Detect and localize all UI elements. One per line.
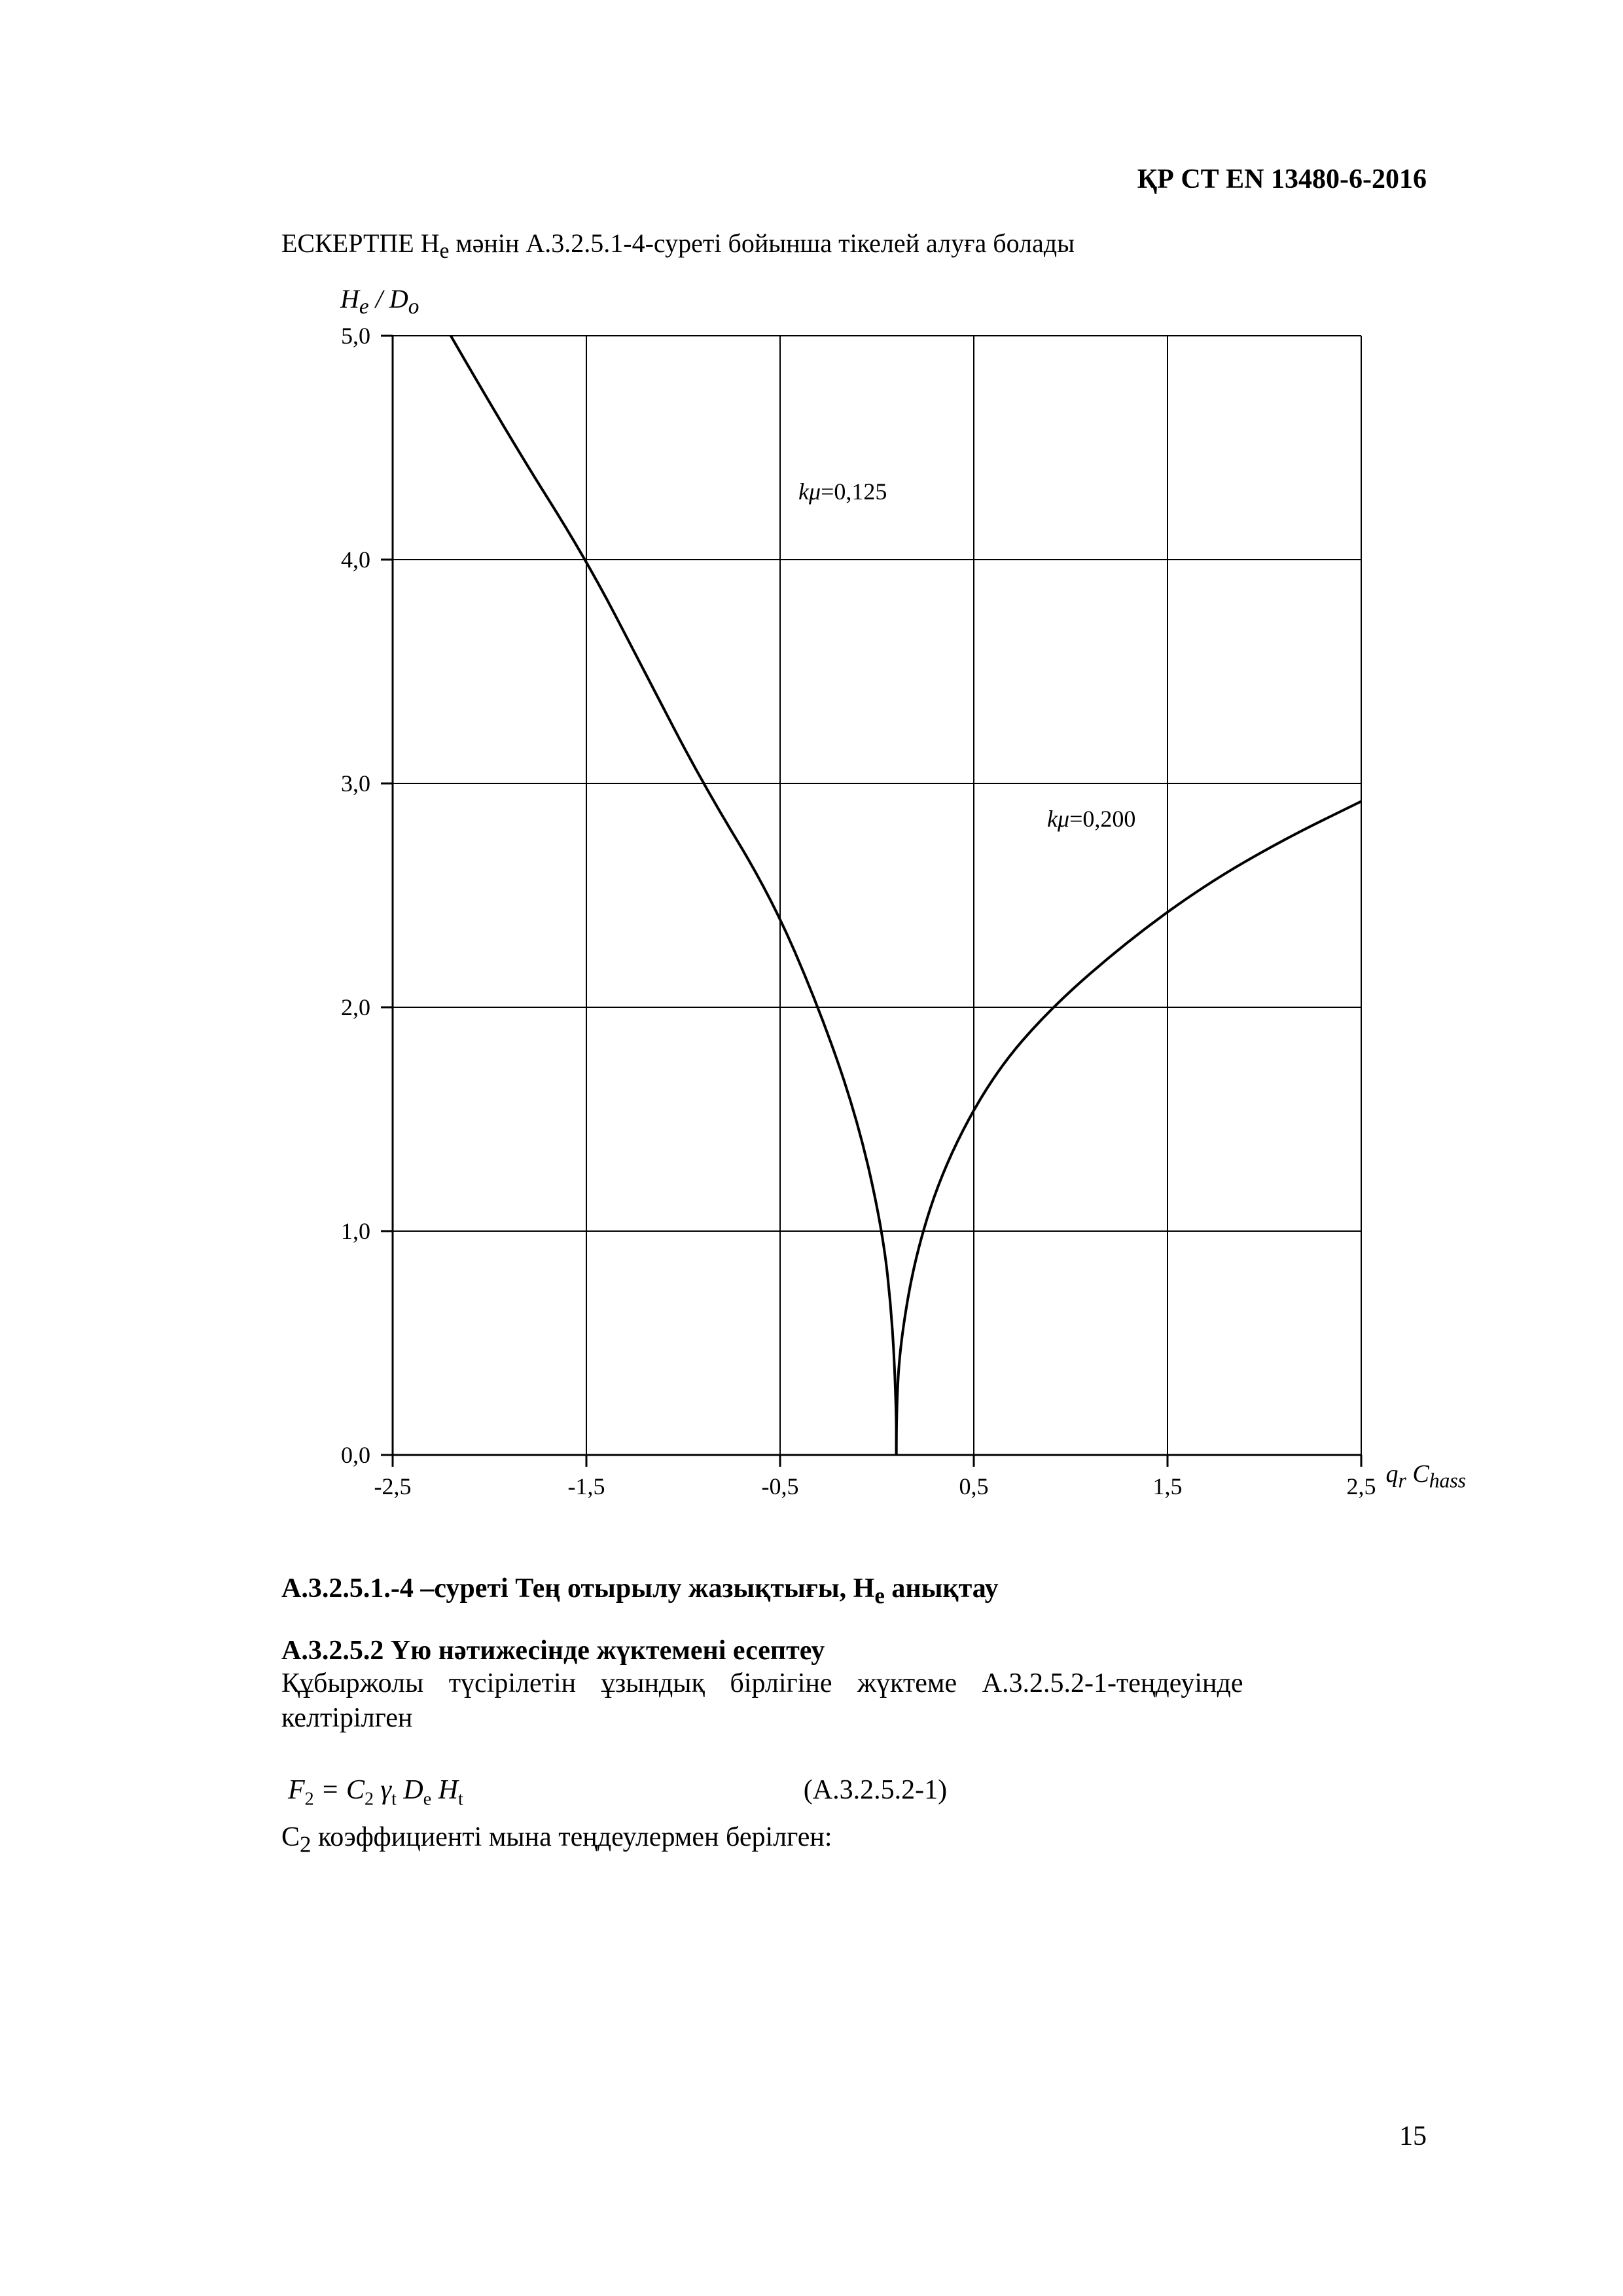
svg-text:0,5: 0,5	[959, 1473, 989, 1499]
doc-header-code: ҚР СТ EN 13480-6-2016	[236, 164, 1427, 195]
equation-row: F2 = C2 γt De Ht (A.3.2.5.2-1)	[288, 1774, 1427, 1810]
paragraph-1a: Құбыржолы түсірілетін ұзындық бірлігіне …	[236, 1666, 1427, 1701]
svg-text:0,0: 0,0	[341, 1442, 370, 1468]
note-line: ЕСКЕРТПЕ He мәнін А.3.2.5.1-4-суреті бой…	[236, 228, 1427, 264]
caption-suffix: анықтау	[885, 1573, 999, 1604]
note-prefix: ЕСКЕРТПЕ H	[281, 228, 440, 258]
caption-sub: e	[874, 1583, 885, 1608]
eq-lhs: F2 = C2 γt De Ht	[288, 1774, 463, 1810]
svg-text:-2,5: -2,5	[374, 1473, 412, 1499]
eq-gamma: γ	[374, 1775, 391, 1805]
svg-text:1,0: 1,0	[341, 1218, 370, 1244]
eq-F-sub: 2	[305, 1789, 314, 1810]
svg-text:-1,5: -1,5	[568, 1473, 605, 1499]
svg-text:-0,5: -0,5	[762, 1473, 799, 1499]
note-rest: мәнін А.3.2.5.1-4-суреті бойынша тікелей…	[449, 228, 1075, 258]
eq-F: F	[288, 1775, 305, 1805]
note-sub: e	[440, 239, 450, 263]
eq-C-sub: 2	[365, 1789, 374, 1810]
eq-C: C	[346, 1775, 365, 1805]
x-axis-title: qr Chass	[1386, 1460, 1466, 1493]
eq-equals: =	[314, 1775, 346, 1805]
paragraph-1b: келтірілген	[236, 1701, 1427, 1736]
svg-text:kμ=0,200: kμ=0,200	[1047, 806, 1135, 832]
eq-gamma-sub: t	[391, 1789, 397, 1810]
figure-caption: А.3.2.5.1.-4 –суреті Тең отырылу жазықты…	[281, 1573, 1427, 1609]
svg-text:3,0: 3,0	[341, 770, 370, 797]
eq-D-sub: e	[423, 1789, 431, 1810]
section-title: А.3.2.5.2 Үю нәтижесінде жүктемені есепт…	[236, 1635, 1427, 1666]
y-axis-title: He / Do	[340, 283, 419, 319]
eq-H: H	[431, 1775, 458, 1805]
svg-text:4,0: 4,0	[341, 547, 370, 573]
svg-text:kμ=0,125: kμ=0,125	[798, 478, 887, 505]
coef-line: С2 коэффициенті мына теңдеулермен берілг…	[236, 1820, 1427, 1859]
coef-a: С	[281, 1822, 300, 1852]
eq-D: D	[397, 1775, 423, 1805]
eq-H-sub: t	[458, 1789, 463, 1810]
svg-text:2,5: 2,5	[1347, 1473, 1376, 1499]
svg-text:5,0: 5,0	[341, 323, 370, 349]
coef-b: коэффициенті мына теңдеулермен берілген:	[312, 1822, 832, 1852]
chart-svg: -2,5 -1,5 -0,5 0,5 1,5 2,5 0,0 1,0 2,0 3,0 4,0 5,0 k…	[275, 290, 1387, 1534]
equation-number: (A.3.2.5.2-1)	[804, 1774, 947, 1806]
coef-sub: 2	[300, 1831, 312, 1857]
page-number: 15	[1399, 2121, 1427, 2152]
chart-container: He / Do -2,5-1,5-0,50,51,52,50,01,02,03,…	[275, 290, 1387, 1534]
svg-text:1,5: 1,5	[1153, 1473, 1183, 1499]
caption-prefix: А.3.2.5.1.-4 –суреті Тең отырылу жазықты…	[281, 1573, 874, 1604]
svg-text:2,0: 2,0	[341, 994, 370, 1020]
